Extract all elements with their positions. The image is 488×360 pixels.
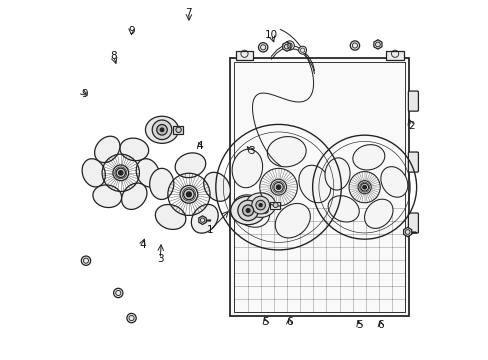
Text: 1: 1 xyxy=(207,225,213,235)
Ellipse shape xyxy=(298,165,330,203)
Circle shape xyxy=(157,125,167,135)
Ellipse shape xyxy=(93,185,122,208)
Text: 8: 8 xyxy=(110,51,117,61)
Polygon shape xyxy=(373,40,381,49)
Ellipse shape xyxy=(149,168,173,199)
FancyBboxPatch shape xyxy=(259,207,270,215)
Circle shape xyxy=(81,256,90,265)
FancyBboxPatch shape xyxy=(407,213,418,233)
Circle shape xyxy=(270,179,286,195)
Ellipse shape xyxy=(82,159,105,187)
Circle shape xyxy=(357,181,370,194)
Ellipse shape xyxy=(380,167,407,197)
Ellipse shape xyxy=(275,203,310,238)
Ellipse shape xyxy=(327,196,359,222)
Text: 9: 9 xyxy=(128,26,135,36)
Text: 5: 5 xyxy=(262,317,268,327)
Circle shape xyxy=(258,42,267,52)
FancyBboxPatch shape xyxy=(230,58,408,316)
Ellipse shape xyxy=(145,116,178,143)
FancyBboxPatch shape xyxy=(407,152,418,172)
Text: 5: 5 xyxy=(355,320,362,330)
Circle shape xyxy=(255,200,265,210)
Circle shape xyxy=(126,314,136,323)
Ellipse shape xyxy=(230,196,265,225)
Circle shape xyxy=(237,200,258,221)
Ellipse shape xyxy=(267,136,305,167)
Circle shape xyxy=(285,41,294,50)
Text: 3: 3 xyxy=(248,146,254,156)
Circle shape xyxy=(273,203,278,208)
Ellipse shape xyxy=(203,172,230,201)
Circle shape xyxy=(180,185,197,203)
Text: 9: 9 xyxy=(81,89,88,99)
Circle shape xyxy=(298,46,306,54)
Circle shape xyxy=(262,208,268,213)
Text: 6: 6 xyxy=(377,320,383,330)
Ellipse shape xyxy=(245,193,275,217)
Circle shape xyxy=(273,183,283,192)
Circle shape xyxy=(183,189,194,199)
Circle shape xyxy=(160,128,163,132)
FancyBboxPatch shape xyxy=(172,126,183,134)
Circle shape xyxy=(113,288,122,298)
Ellipse shape xyxy=(232,195,269,227)
Text: 10: 10 xyxy=(264,30,277,40)
Ellipse shape xyxy=(175,153,205,177)
Circle shape xyxy=(259,203,262,207)
Circle shape xyxy=(186,192,191,197)
Circle shape xyxy=(245,208,249,212)
Text: 2: 2 xyxy=(407,121,414,131)
Circle shape xyxy=(360,183,368,191)
Circle shape xyxy=(176,127,181,132)
Circle shape xyxy=(251,196,269,214)
Ellipse shape xyxy=(364,199,392,228)
Polygon shape xyxy=(199,216,206,225)
Circle shape xyxy=(276,185,280,189)
Ellipse shape xyxy=(191,204,218,233)
Circle shape xyxy=(349,41,359,50)
Polygon shape xyxy=(282,42,290,51)
Text: 4: 4 xyxy=(196,141,203,151)
Circle shape xyxy=(118,171,123,175)
Text: 3: 3 xyxy=(157,254,163,264)
Ellipse shape xyxy=(94,136,120,163)
Circle shape xyxy=(113,165,128,181)
FancyBboxPatch shape xyxy=(386,51,403,60)
FancyBboxPatch shape xyxy=(270,202,279,208)
Ellipse shape xyxy=(352,145,384,170)
Circle shape xyxy=(362,185,366,189)
Text: 7: 7 xyxy=(185,8,192,18)
Ellipse shape xyxy=(232,149,262,188)
Circle shape xyxy=(152,120,171,140)
Ellipse shape xyxy=(122,183,146,210)
Ellipse shape xyxy=(136,159,159,187)
FancyBboxPatch shape xyxy=(407,91,418,111)
Ellipse shape xyxy=(155,204,185,229)
Polygon shape xyxy=(403,227,411,237)
Circle shape xyxy=(116,168,125,177)
Ellipse shape xyxy=(120,138,148,161)
Circle shape xyxy=(242,205,253,216)
Text: 6: 6 xyxy=(285,317,292,327)
Ellipse shape xyxy=(325,158,349,190)
Text: 4: 4 xyxy=(139,239,145,249)
FancyBboxPatch shape xyxy=(235,51,253,60)
